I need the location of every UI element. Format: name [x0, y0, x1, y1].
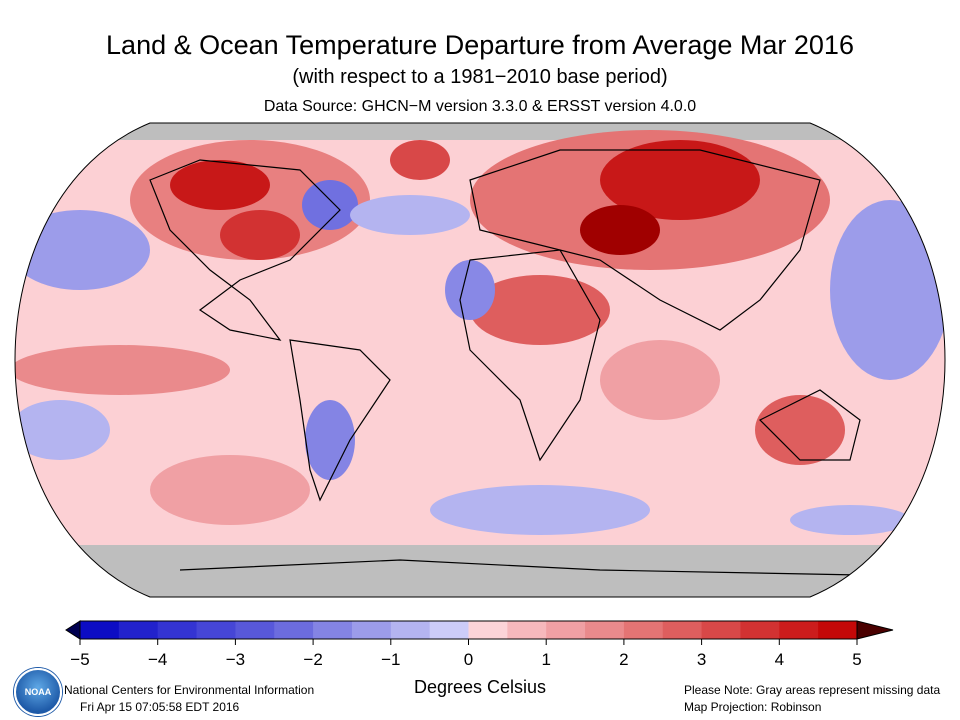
- anomaly-patch: [15, 345, 230, 395]
- colorbar-tick-label: 3: [696, 650, 707, 669]
- colorbar-tick-label: 4: [774, 650, 785, 669]
- map-border: [14, 122, 946, 598]
- colorbar-under-arrow: [65, 620, 81, 640]
- colorbar-bin: [313, 621, 353, 639]
- anomaly-patch: [580, 205, 660, 255]
- coastline: [179, 559, 861, 576]
- colorbar-tick-label: −4: [147, 650, 168, 669]
- colorbar-tick-label: −3: [225, 650, 246, 669]
- coastline: [469, 149, 821, 331]
- anomaly-patch: [600, 340, 720, 420]
- anomaly-field: [15, 123, 945, 597]
- colorbar-tick-label: 2: [619, 650, 629, 669]
- anomaly-patch: [790, 505, 910, 535]
- anomaly-patch: [470, 275, 610, 345]
- anomaly-patch: [220, 210, 300, 260]
- colorbar-unit-label: Degrees Celsius: [413, 677, 547, 697]
- colorbar-bin: [546, 621, 586, 639]
- colorbar-tick-label: −5: [70, 650, 90, 669]
- anomaly-patch: [430, 485, 650, 535]
- anomaly-patch: [830, 200, 945, 380]
- colorbar-bin: [623, 621, 664, 639]
- colorbar-bin: [429, 621, 469, 639]
- colorbar-bin: [80, 621, 120, 639]
- noaa-logo: NOAA: [14, 668, 62, 716]
- anomaly-patch: [15, 400, 110, 460]
- anomaly-patch: [170, 160, 270, 210]
- colorbar-bin: [701, 621, 741, 639]
- anomaly-patch: [15, 210, 150, 290]
- colorbar-bin: [507, 621, 547, 639]
- colorbar-over-arrow: [856, 620, 894, 640]
- anomaly-patch: [15, 545, 945, 597]
- colorbar-bin: [740, 621, 780, 639]
- anomaly-patch: [350, 195, 470, 235]
- missing-data-note: Please Note: Gray areas represent missin…: [684, 683, 941, 697]
- colorbar-bin: [196, 621, 236, 639]
- org-name: National Centers for Environmental Infor…: [64, 683, 315, 697]
- colorbar-bin: [818, 621, 858, 639]
- colorbar-bin: [390, 621, 431, 639]
- colorbar-bin: [779, 621, 819, 639]
- anomaly-patch: [445, 260, 495, 320]
- coastline: [149, 159, 341, 341]
- coastline: [459, 249, 601, 462]
- projection-note: Map Projection: Robinson: [684, 700, 822, 714]
- colorbar-tick-label: 5: [852, 650, 862, 669]
- colorbar-bin: [274, 621, 314, 639]
- colorbar-bin: [468, 621, 508, 639]
- colorbar-bin: [662, 621, 703, 639]
- anomaly-patch: [755, 395, 845, 465]
- colorbar-tick-label: −2: [303, 650, 323, 669]
- anomaly-patch: [600, 140, 760, 220]
- coastline: [758, 389, 861, 461]
- colorbar-bin: [157, 621, 198, 639]
- colorbar-tick-label: 1: [541, 650, 551, 669]
- colorbar-tick-label: −1: [381, 650, 401, 669]
- map-title: Land & Ocean Temperature Departure from …: [106, 30, 854, 60]
- anomaly-patch: [150, 455, 310, 525]
- colorbar-bin: [351, 621, 392, 639]
- coastline: [289, 339, 391, 502]
- anomaly-patch: [305, 400, 355, 480]
- colorbar-bin: [118, 621, 159, 639]
- data-source: Data Source: GHCN−M version 3.3.0 & ERSS…: [263, 98, 697, 115]
- colorbar-tick-label: 0: [463, 650, 474, 669]
- colorbar: [65, 620, 894, 645]
- anomaly-patch: [390, 140, 450, 180]
- colorbar-bin: [235, 621, 275, 639]
- colorbar-bin: [585, 621, 625, 639]
- anomaly-patch: [15, 123, 945, 140]
- anomaly-patch: [302, 180, 358, 230]
- map-subtitle: (with respect to a 1981−2010 base period…: [292, 66, 668, 88]
- timestamp: Fri Apr 15 07:05:58 EDT 2016: [80, 700, 240, 714]
